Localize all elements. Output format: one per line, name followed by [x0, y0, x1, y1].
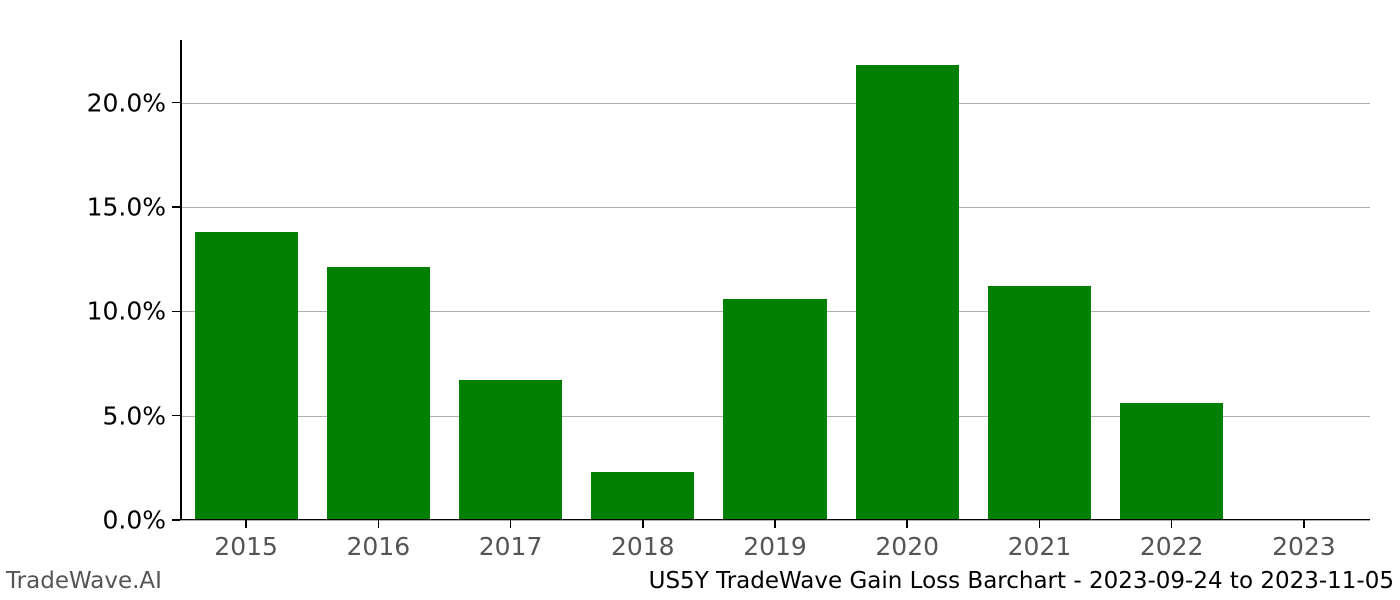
y-tick-label: 0.0%	[102, 506, 166, 535]
bar	[856, 65, 959, 520]
footer-title: US5Y TradeWave Gain Loss Barchart - 2023…	[649, 568, 1394, 594]
x-tick	[245, 520, 247, 528]
x-tick	[642, 520, 644, 528]
bar	[195, 232, 298, 520]
y-tick	[172, 311, 180, 313]
y-tick	[172, 102, 180, 104]
x-tick-label: 2022	[1140, 532, 1204, 561]
bar	[327, 267, 430, 520]
bar	[591, 472, 694, 520]
y-tick	[172, 519, 180, 521]
x-axis-line	[180, 519, 1370, 521]
x-tick-label: 2021	[1008, 532, 1072, 561]
chart-area: 0.0% 5.0% 10.0% 15.0% 20.0% 2015 2016 20…	[180, 40, 1370, 520]
y-tick-label: 5.0%	[102, 401, 166, 430]
x-tick-label: 2018	[611, 532, 675, 561]
x-tick-label: 2015	[214, 532, 278, 561]
y-tick-label: 10.0%	[87, 297, 166, 326]
gridline	[180, 207, 1370, 208]
x-tick	[378, 520, 380, 528]
x-tick	[774, 520, 776, 528]
bar	[723, 299, 826, 520]
x-tick	[906, 520, 908, 528]
x-tick-label: 2016	[347, 532, 411, 561]
y-tick-label: 15.0%	[87, 192, 166, 221]
x-tick-label: 2017	[479, 532, 543, 561]
footer-brand: TradeWave.AI	[6, 568, 162, 594]
bar	[1120, 403, 1223, 520]
gridline	[180, 103, 1370, 104]
x-tick	[510, 520, 512, 528]
x-tick	[1303, 520, 1305, 528]
x-tick-label: 2020	[875, 532, 939, 561]
y-axis-line	[180, 40, 182, 520]
bar	[988, 286, 1091, 520]
y-tick-label: 20.0%	[87, 88, 166, 117]
x-tick	[1039, 520, 1041, 528]
y-tick	[172, 206, 180, 208]
x-tick	[1171, 520, 1173, 528]
bar	[459, 380, 562, 520]
plot-region: 0.0% 5.0% 10.0% 15.0% 20.0% 2015 2016 20…	[180, 40, 1370, 520]
x-tick-label: 2023	[1272, 532, 1336, 561]
y-tick	[172, 415, 180, 417]
x-tick-label: 2019	[743, 532, 807, 561]
